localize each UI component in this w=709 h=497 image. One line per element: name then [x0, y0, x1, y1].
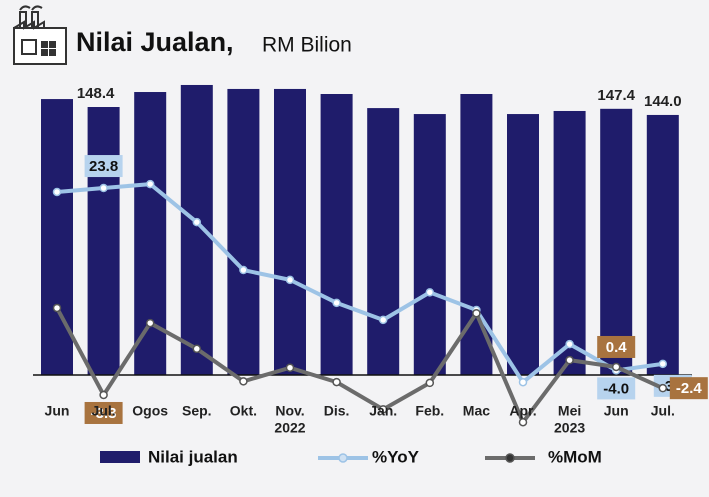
line-point — [332, 298, 341, 308]
x-tick-label: Jun — [604, 403, 629, 419]
line-point — [425, 288, 435, 297]
legend-dot — [505, 453, 515, 463]
line-series — [56, 182, 664, 385]
bar — [180, 84, 213, 376]
line-point — [518, 417, 528, 427]
line-point — [285, 363, 295, 372]
bar-value-label: 144.0 — [644, 93, 682, 110]
legend-dot — [338, 453, 348, 463]
x-tick-label: Okt. — [230, 403, 257, 419]
line-point — [658, 359, 668, 369]
line-point — [52, 303, 62, 313]
x-tick-label: Jan. — [369, 403, 397, 419]
bar — [134, 92, 167, 375]
legend-label: Nilai jualan — [148, 447, 238, 466]
bar — [413, 114, 446, 376]
x-year-label: 2022 — [274, 420, 305, 436]
x-year-label: 2023 — [554, 420, 585, 436]
value-label-box — [84, 155, 123, 178]
bar — [646, 114, 679, 375]
line-point — [145, 179, 155, 189]
x-tick-label: Jun — [45, 403, 70, 419]
x-tick-label: Feb. — [415, 403, 444, 419]
line-series — [55, 306, 664, 425]
x-tick-label: Dis. — [324, 403, 350, 419]
bar — [274, 88, 306, 375]
bar-value-label: 147.4 — [597, 87, 635, 104]
chart-subtitle: RM Bilion — [262, 34, 352, 57]
line-point — [378, 315, 388, 325]
line-point — [192, 344, 202, 354]
x-tick-label: Nov. — [275, 403, 304, 419]
line-point — [425, 378, 435, 388]
bar — [367, 108, 400, 376]
legend-label: %MoM — [548, 447, 602, 466]
line-point — [99, 183, 108, 193]
x-tick-label: Mac — [463, 403, 490, 419]
bar — [600, 108, 633, 376]
line-point — [658, 383, 668, 393]
line-point — [332, 377, 341, 387]
line-point — [472, 308, 481, 318]
bar — [320, 94, 353, 376]
bar — [87, 107, 120, 376]
line-value-label: -3.3 — [91, 405, 117, 422]
legend-swatch — [100, 451, 140, 463]
bar — [553, 110, 586, 375]
line-point — [285, 275, 295, 285]
legend-label: %YoY — [372, 447, 420, 466]
x-tick-label: Apr. — [509, 403, 536, 419]
line-value-label: -4.0 — [603, 380, 629, 397]
line-point — [611, 362, 621, 372]
line-point — [565, 339, 574, 349]
value-label-box — [597, 377, 636, 400]
bar — [507, 114, 539, 376]
line-point — [239, 265, 248, 275]
line-value-label: 23.8 — [89, 158, 118, 175]
chart-title: Nilai Jualan, — [76, 27, 234, 57]
value-label-box — [669, 377, 708, 400]
line-point — [192, 217, 202, 227]
x-tick-label: Sep. — [182, 403, 212, 419]
line-point — [239, 377, 248, 386]
value-label-box — [84, 401, 123, 424]
line-value-label: -2.4 — [676, 380, 703, 397]
line-value-label: 0.4 — [606, 339, 628, 356]
bar-value-label: 148.4 — [77, 85, 115, 102]
line-point — [518, 377, 528, 387]
line-point — [99, 390, 108, 400]
x-tick-label: Mei — [558, 403, 581, 419]
line-point — [565, 355, 574, 365]
line-point — [378, 405, 388, 414]
x-tick-label: Jul. — [651, 403, 675, 419]
value-label-box — [597, 335, 636, 358]
line-point — [52, 187, 62, 197]
bar — [41, 99, 73, 375]
factory-icon — [13, 5, 67, 65]
x-tick-label: Ogos — [132, 403, 168, 419]
bar — [227, 88, 260, 375]
x-tick-label: Jul. — [92, 403, 116, 419]
line-point — [145, 318, 155, 328]
